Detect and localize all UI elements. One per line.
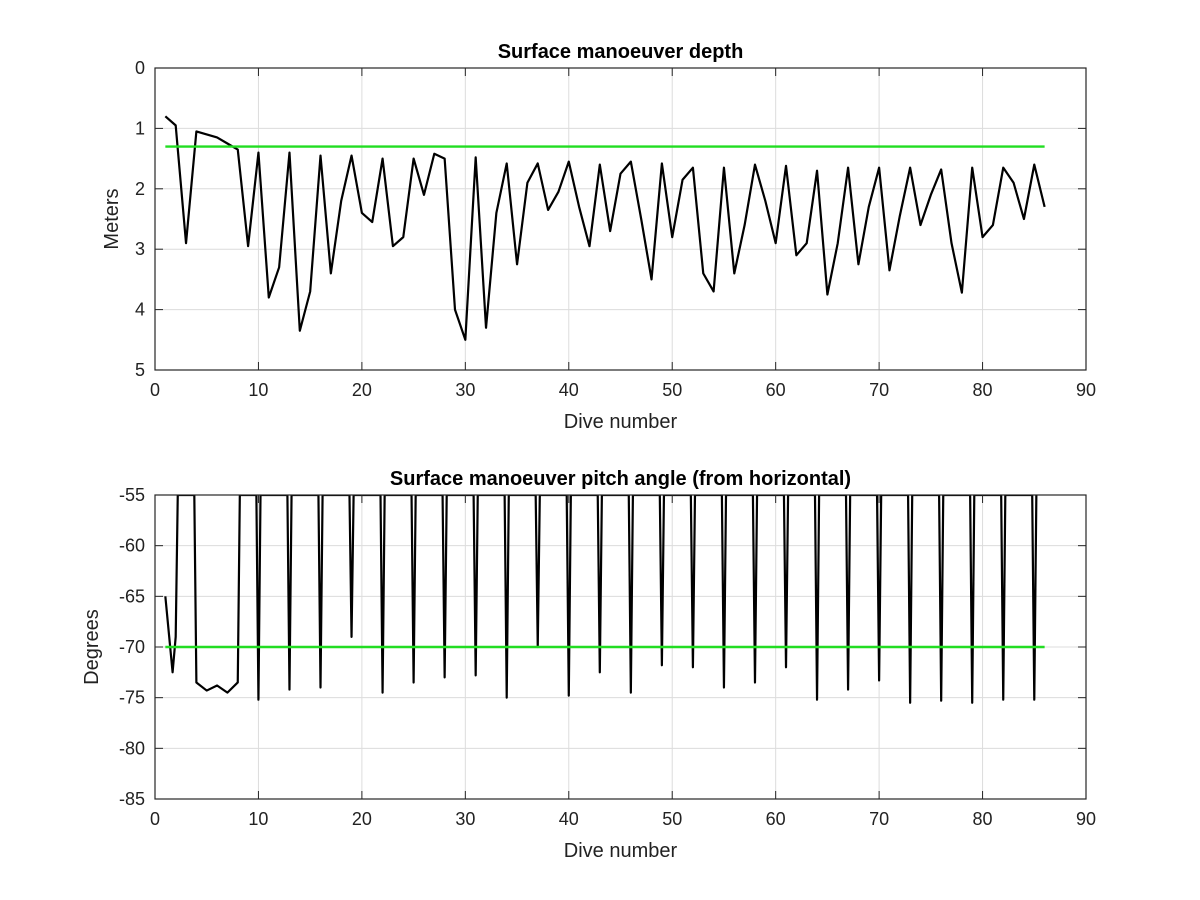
x-tick-label: 90 [1076, 380, 1096, 400]
y-tick-label: 5 [135, 360, 145, 380]
y-tick-label: -55 [119, 485, 145, 505]
x-tick-label: 60 [766, 380, 786, 400]
x-axis-label: Dive number [564, 411, 678, 433]
x-tick-label: 20 [352, 809, 372, 829]
x-tick-label: 0 [150, 380, 160, 400]
x-tick-label: 40 [559, 809, 579, 829]
y-tick-label: 3 [135, 239, 145, 259]
y-tick-label: -85 [119, 789, 145, 809]
y-axis-label: Degrees [81, 609, 103, 685]
y-tick-label: 1 [135, 118, 145, 138]
y-tick-label: 2 [135, 179, 145, 199]
x-tick-label: 90 [1076, 809, 1096, 829]
x-tick-label: 30 [455, 809, 475, 829]
chart-title: Surface manoeuver pitch angle (from hori… [390, 468, 851, 490]
y-tick-label: 0 [135, 58, 145, 78]
x-axis-label: Dive number [564, 840, 678, 862]
y-tick-label: -75 [119, 688, 145, 708]
y-axis-label: Meters [101, 188, 123, 249]
axes-frame [154, 67, 1087, 371]
x-tick-label: 70 [869, 380, 889, 400]
y-tick-label: -65 [119, 586, 145, 606]
chart-title: Surface manoeuver depth [498, 41, 744, 63]
x-tick-label: 50 [662, 380, 682, 400]
y-tick-label: -80 [119, 738, 145, 758]
x-tick-label: 40 [559, 380, 579, 400]
x-tick-label: 10 [248, 380, 268, 400]
x-tick-label: 20 [352, 380, 372, 400]
subplot-1: 0 10 20 30 40 50 60 70 80 90 0 1 2 3 4 5 Surface manoeuv… [101, 41, 1096, 433]
x-tick-label: 80 [973, 380, 993, 400]
x-tick-label: 70 [869, 809, 889, 829]
x-tick-label: 60 [766, 809, 786, 829]
x-tick-label: 50 [662, 809, 682, 829]
y-tick-label: 4 [135, 300, 145, 320]
x-tick-label: 30 [455, 380, 475, 400]
series-line [164, 495, 1038, 704]
x-tick-label: 0 [150, 809, 160, 829]
series-line [164, 115, 1046, 341]
y-tick-label: -70 [119, 637, 145, 657]
x-tick-label: 80 [973, 809, 993, 829]
x-tick-label: 10 [248, 809, 268, 829]
subplot-2: 0 10 20 30 40 50 60 70 80 90 -55 -60 -65 -70 -75 -80 -85… [81, 468, 1096, 862]
y-tick-label: -60 [119, 536, 145, 556]
